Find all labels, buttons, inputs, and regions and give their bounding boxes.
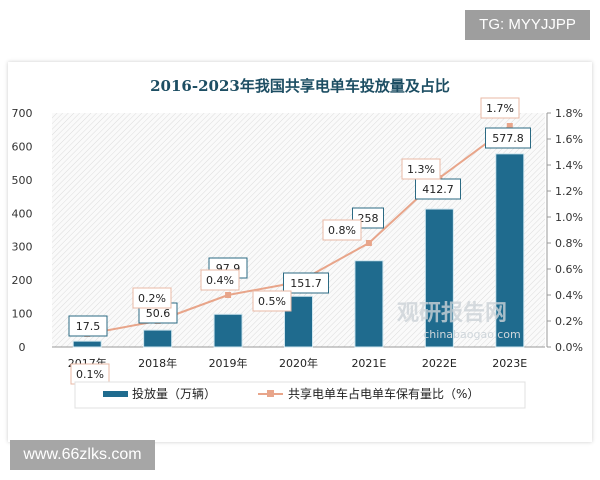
right-tick-label: 1.6% — [555, 133, 583, 146]
bar-value-label: 577.8 — [492, 132, 524, 145]
line-value-label-box — [132, 287, 172, 309]
left-tick-label: 200 — [12, 274, 33, 287]
legend-line-marker — [267, 390, 274, 397]
x-tick-label: 2018年 — [138, 356, 177, 370]
line-value-label: 0.1% — [76, 368, 104, 381]
line-marker — [225, 292, 232, 298]
left-tick-label: 500 — [12, 174, 33, 187]
right-tick-label: 1.2% — [555, 185, 583, 198]
x-tick-label: 2021E — [351, 357, 386, 370]
line-value-label-box — [322, 219, 362, 241]
left-tick-label: 300 — [12, 241, 33, 254]
chart-title: 2016-2023年我国共享电单车投放量及占比 — [150, 77, 450, 95]
legend-line-label: 共享电单车占电单车保有量比（%） — [288, 386, 479, 401]
line-value-label: 1.7% — [486, 102, 514, 115]
right-tick-label: 1.0% — [555, 211, 583, 224]
line-marker — [506, 123, 513, 129]
left-tick-label: 0 — [19, 341, 26, 354]
right-tick-label: 1.4% — [555, 159, 583, 172]
logo-url-watermark: chinabaogao.com — [423, 328, 521, 341]
bar-value-label: 151.7 — [290, 277, 322, 290]
line-value-label: 1.3% — [407, 163, 435, 176]
line-value-label: 0.8% — [328, 224, 356, 237]
legend-bar-label: 投放量（万辆） — [132, 386, 216, 401]
right-tick-label: 0.6% — [555, 263, 583, 276]
bar-value-label: 17.5 — [76, 320, 101, 333]
left-tick-label: 600 — [12, 140, 33, 153]
right-tick-label: 0.4% — [555, 289, 583, 302]
right-tick-label: 0.2% — [555, 315, 583, 328]
watermark-site: www.66zlks.com — [10, 440, 155, 470]
line-value-label-box — [252, 290, 292, 312]
bar — [143, 329, 173, 348]
bar — [495, 153, 525, 348]
line-value-label: 0.2% — [138, 292, 166, 305]
left-tick-label: 700 — [12, 107, 33, 120]
watermark-tg: TG: MYYJJPP — [465, 10, 590, 40]
line-value-label-box — [480, 97, 520, 119]
left-tick-label: 400 — [12, 207, 33, 220]
bar-value-label-box — [485, 127, 531, 149]
line-value-label: 0.5% — [258, 295, 286, 308]
line-value-label-box — [200, 269, 240, 291]
x-tick-label: 2020年 — [279, 356, 318, 370]
left-tick-label: 100 — [12, 308, 33, 321]
right-tick-label: 1.8% — [555, 107, 583, 120]
bar-value-label-box — [283, 272, 329, 294]
right-tick-label: 0.8% — [555, 237, 583, 250]
line-value-label: 0.4% — [206, 274, 234, 287]
legend-bar-swatch — [103, 391, 128, 397]
bar — [354, 260, 384, 348]
bar-value-label: 412.7 — [422, 183, 454, 196]
bar — [72, 340, 102, 348]
line-value-label-box — [401, 158, 441, 180]
right-tick-label: 0.0% — [555, 341, 583, 354]
bar-value-label-box — [68, 315, 108, 337]
line-marker — [365, 240, 372, 246]
x-tick-label: 2019年 — [209, 356, 248, 370]
legend — [74, 381, 526, 409]
x-tick-label: 2023E — [492, 357, 527, 370]
bar — [213, 313, 243, 348]
bar-value-label: 50.6 — [146, 307, 171, 320]
bar-value-label: 258 — [358, 212, 379, 225]
bar — [424, 208, 454, 348]
x-tick-label: 2022E — [422, 357, 457, 370]
logo-watermark: 观研报告网 — [397, 301, 507, 326]
